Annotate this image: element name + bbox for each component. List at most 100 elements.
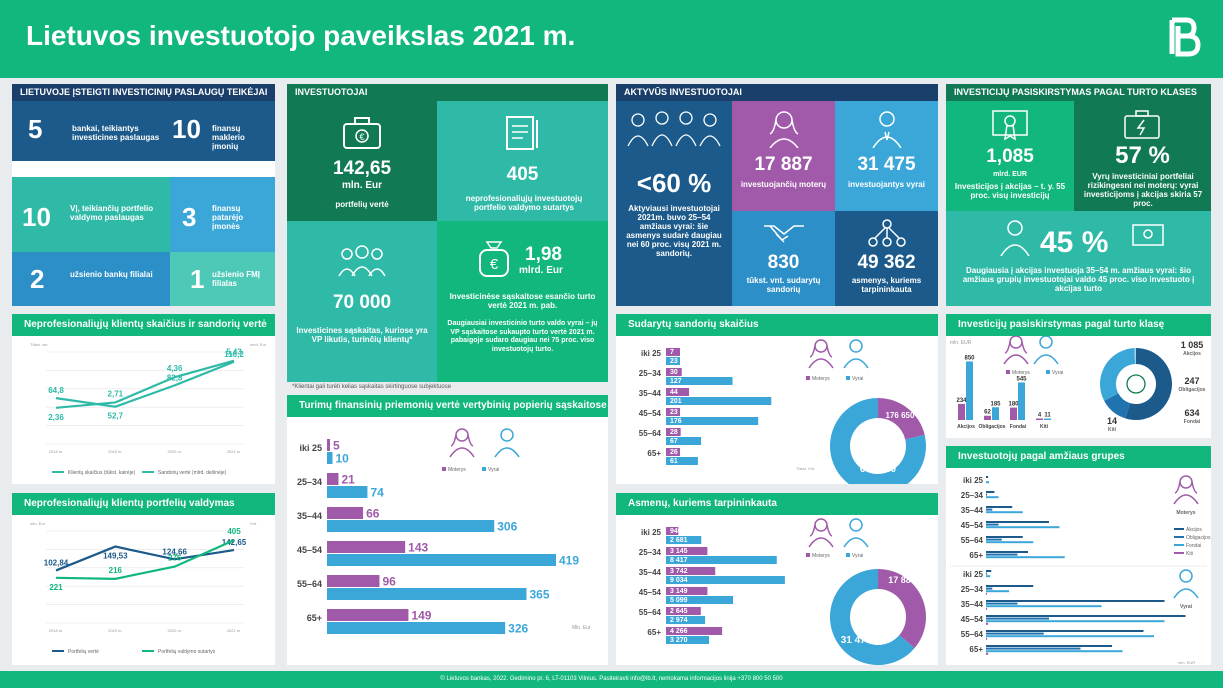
assetclass-donut-value: 247 [1184,376,1199,386]
age-men-bar [986,600,1165,602]
age-men-bar [986,572,988,575]
header-banner: Lietuvos investuotojo paveikslas 2021 m. [0,0,1223,78]
age-women-bar [986,553,1018,556]
svg-text:€: € [359,132,364,142]
portfolio-data-label: 405 [227,527,241,536]
securities-data-label: 365 [529,588,549,602]
assetclass-donut-slice [1125,348,1172,420]
investors-footnote: *Klientai gali turėti kelias sąskaitas s… [292,384,452,390]
investors-tile-clients [287,221,437,382]
age-bar-chart: iki 25 25–34 35–44 45–54 55–64 65+ iki 25 25–34… [950,475,1211,665]
age-women-bar [986,538,1002,541]
active-deals-num: 830 [767,252,800,273]
clients-line-chart: Tūkst. vnt. mlrd. Eur 2018 m. 2019 m. 2020 m… [30,342,267,476]
deals-data-label: 201 [670,398,682,405]
contract-icon [506,116,538,150]
age-men-bar [986,647,1081,650]
man-icon [849,518,863,532]
assetclass-data-label: 62 [984,410,991,416]
securities-data-label: 143 [408,541,428,555]
age-men-bar [986,635,1154,638]
man-icon [843,537,869,548]
age-men-category-label: 55–64 [961,630,984,639]
clients-legend-label: Klientų skaičius (tūkst. kairėje) [68,470,136,476]
woman-icon [450,434,474,447]
age-men-bar [986,652,989,655]
active-tile-women [732,101,835,211]
clients-legend-label: Sandorių vertė (mlrd. dešinėje) [158,470,227,476]
clients-data-label: 4,36 [167,364,183,373]
deals-bar [666,388,690,396]
deals-category-label: 35–44 [639,389,662,398]
persons-category-label: 45–54 [639,588,662,597]
man-icon [843,358,869,369]
assetclass-legend-label: Vyrai [1052,370,1063,376]
securities-data-label: 419 [559,554,579,568]
age-men-bar [986,645,1112,647]
deals-bar [666,368,682,376]
deals-bar [666,448,680,456]
man-icon [500,428,514,442]
age-chart-title: Investuotojų pagal amžiaus grupes [946,446,1211,468]
active-tile-deals [732,211,835,306]
active-women-num: 17 887 [754,154,813,175]
age-men-bar [986,585,1034,587]
deals-donut-slice [878,398,925,440]
age-chart-panel: Investuotojų pagal amžiaus grupes iki 25… [946,446,1211,665]
classes-shares-label: Investicijos į akcijas – t. y. 55 proc. … [954,182,1066,200]
securities-bar [327,507,364,519]
age-men-bar [986,592,988,595]
portfolio-data-label: 124,66 [162,547,187,556]
providers-tile-advisors [170,177,275,252]
age-legend-label: Akcijos [1186,527,1202,533]
securities-chart-panel: Turimų finansinių priemonių vertė vertyb… [287,395,608,665]
active-women-label: investuojančių moterų [740,180,827,189]
assetclass-donut-name: Kiti [1108,427,1117,433]
classes-tile-age [946,211,1211,306]
clients-data-label: 64,8 [48,386,64,395]
deals-donut-women-label: 176 650 [886,411,915,420]
providers-num-managers: 10 [22,202,51,232]
persons-bar [666,527,679,535]
active-men-num: 31 475 [857,154,916,175]
securities-bar [327,520,495,532]
age-women-bar [986,491,995,493]
man-icon [494,447,520,458]
age-men-category-label: iki 25 [963,570,984,579]
persons-bar [666,547,708,555]
active-deals-label: tūkst. vnt. sudarytų sandorių [746,276,821,294]
classes-age-label: Daugiausia į akcijas investuoja 35–54 m.… [962,266,1195,293]
securities-data-label: 74 [370,486,384,500]
clients-ylabel-right: mlrd. Eur [250,342,267,347]
clients-xtick: 2020 m. [167,449,181,454]
clients-data-label: 2,36 [48,413,64,422]
age-legend-label: Kiti [1186,551,1193,557]
investors-contracts-label: neprofesionaliųjų investuotojų portfelio… [465,194,583,212]
persons-donut-slice [830,569,915,665]
assetclass-donut-value: 1 085 [1181,340,1204,350]
age-legend-label: Fondai [1186,543,1201,549]
age-legend-label: Obligacijos [1186,535,1211,541]
age-women-bar [986,481,990,484]
deals-bar [666,397,772,405]
deals-chart-title: Sudarytų sandorių skaičius [616,314,938,336]
portfolio-xtick: 2021 m. [227,628,241,633]
providers-num-brokers: 10 [172,114,201,144]
providers-tile-branches [12,252,170,306]
providers-label-banks: bankai, teikiantys investicines paslauga… [72,124,160,142]
deals-bar [666,348,680,356]
active-tile-men [835,101,938,211]
assetclass-category-label: Obligacijos [979,424,1006,430]
certificate-icon-2 [1132,224,1164,246]
securities-legend-swatch [482,467,486,471]
assetclass-legend-swatch [1046,370,1050,374]
portfolio-chart-panel: Neprofesionaliųjų klientų portfelių vald… [12,493,275,665]
persons-data-label: 2 974 [670,617,688,624]
securities-legend-swatch [442,467,446,471]
age-men-bar [986,615,1186,617]
persons-donut-slice [878,569,926,649]
investors-tile-assets [437,221,608,382]
persons-bar [666,556,777,564]
deals-legend-label: Moterys [812,376,830,382]
assetclass-donut-slice [1104,393,1131,419]
